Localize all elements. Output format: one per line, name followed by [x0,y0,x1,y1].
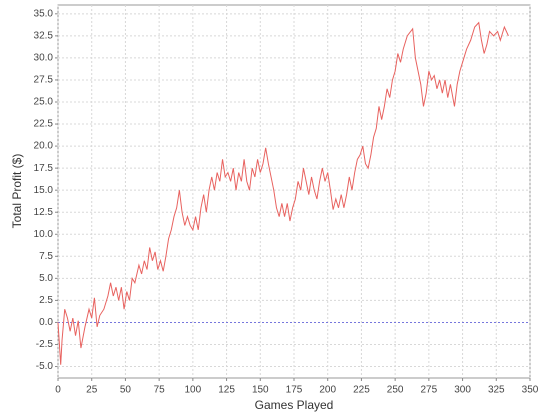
y-tick-label: 0.0 [39,317,53,328]
x-tick-label: 325 [488,385,505,396]
y-tick-label: 2.5 [39,295,53,306]
x-tick-label: 100 [185,385,202,396]
y-tick-label: 17.5 [34,163,54,174]
x-tick-label: 150 [252,385,269,396]
x-tick-label: 300 [454,385,471,396]
x-tick-label: 50 [120,385,132,396]
x-tick-label: 200 [319,385,336,396]
y-tick-label: -5.0 [36,361,54,372]
y-tick-label: -2.5 [36,339,54,350]
y-tick-label: 22.5 [34,119,54,130]
x-tick-label: 75 [154,385,166,396]
y-tick-label: 30.0 [34,53,54,64]
x-tick-label: 350 [522,385,539,396]
x-tick-label: 250 [387,385,404,396]
y-axis-title: Total Profit ($) [10,154,24,229]
y-tick-label: 27.5 [34,75,54,86]
x-tick-label: 0 [55,385,61,396]
y-tick-label: 35.0 [34,8,54,19]
plot-area [57,4,531,379]
x-tick-label: 175 [286,385,303,396]
data-line [57,21,509,365]
y-tick-label: 15.0 [34,185,54,196]
y-tick-label: 10.0 [34,229,54,240]
x-tick-label: 25 [86,385,98,396]
y-tick-label: 12.5 [34,207,54,218]
y-tick-label: 20.0 [34,141,54,152]
x-tick-label: 275 [421,385,438,396]
y-tick-label: 5.0 [39,273,53,284]
y-tick-label: 7.5 [39,251,53,262]
y-tick-label: 25.0 [34,97,54,108]
x-tick-label: 225 [353,385,370,396]
x-axis-title: Games Played [255,398,334,412]
x-tick-label: 125 [218,385,235,396]
y-tick-label: 32.5 [34,31,54,42]
